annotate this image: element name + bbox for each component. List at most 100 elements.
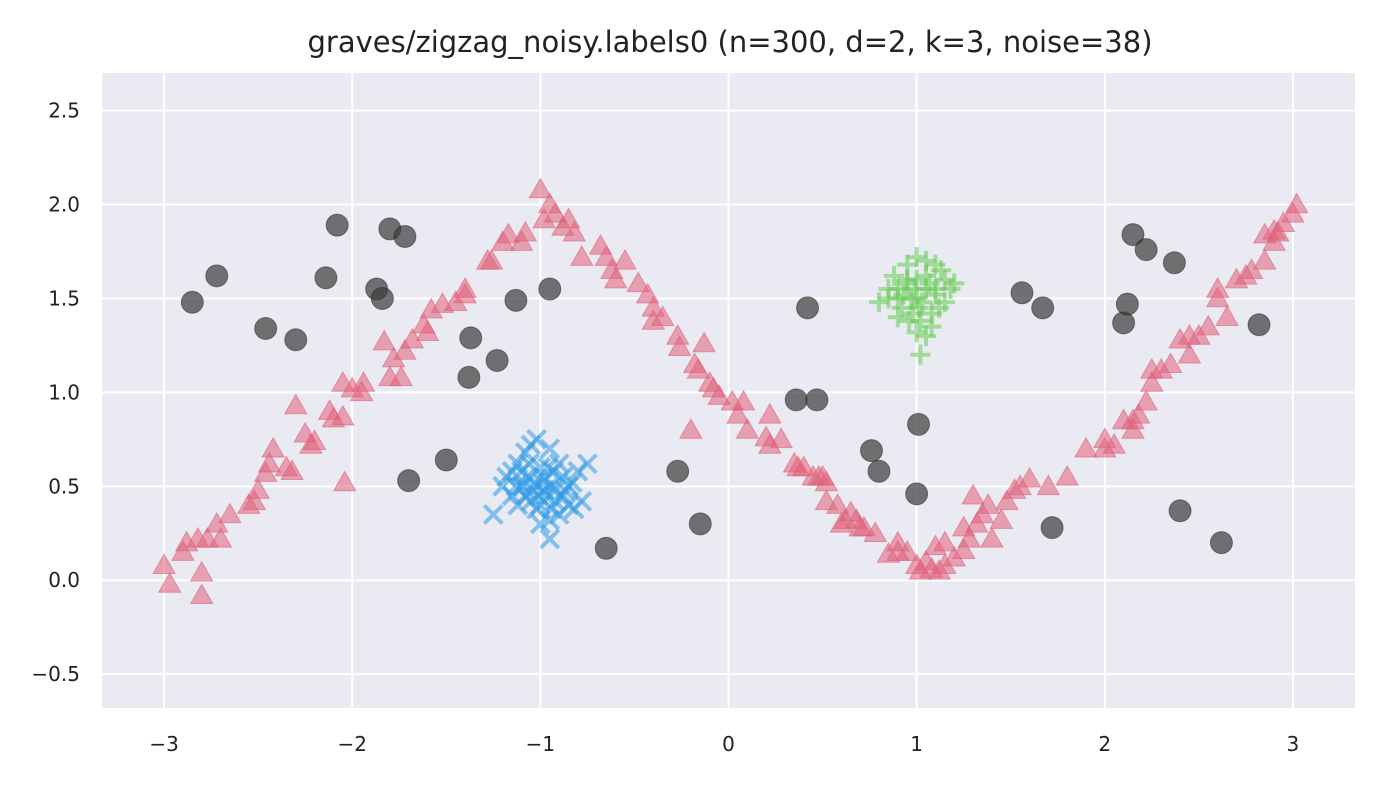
y-tick-label: 2.0 [48, 193, 80, 217]
data-point-circle [1121, 223, 1145, 247]
data-point-plus [897, 269, 918, 290]
x-tick-label: 2 [1098, 732, 1111, 756]
data-point-circle [434, 448, 458, 472]
data-point-circle [867, 459, 891, 483]
data-point-circle [504, 288, 528, 312]
data-point-triangle [603, 267, 628, 289]
data-point-triangle [415, 320, 440, 342]
data-point-triangle [791, 455, 816, 477]
data-point-triangle [218, 502, 242, 524]
data-point-circle [1031, 296, 1055, 320]
data-point-plus [878, 279, 899, 300]
data-point-x [561, 472, 583, 493]
data-point-triangle [686, 357, 711, 379]
data-point-circle [284, 328, 308, 352]
data-point-triangle [479, 248, 504, 270]
data-point-triangle [1036, 474, 1061, 496]
data-point-triangle [626, 271, 651, 293]
data-point-triangle [261, 436, 286, 458]
data-point-triangle [389, 365, 414, 387]
data-point-plus [884, 265, 905, 286]
data-point-triangle [613, 248, 637, 270]
data-point-triangle [393, 339, 417, 360]
y-tick-label: 0.0 [48, 568, 80, 592]
data-point-triangle [257, 451, 282, 473]
x-tick-label: 1 [910, 732, 923, 756]
data-point-circle [1010, 281, 1034, 305]
data-point-triangle [189, 583, 214, 605]
y-tick-label: 2.5 [48, 99, 80, 123]
data-point-triangle [923, 534, 948, 556]
data-point-circle [457, 365, 481, 389]
data-point-triangle [838, 500, 863, 522]
data-point-triangle [302, 429, 327, 450]
data-point-triangle [989, 508, 1014, 529]
data-point-circle [370, 286, 394, 310]
data-point-triangle [453, 282, 477, 304]
data-point-triangle [274, 455, 299, 477]
data-point-triangle [951, 538, 976, 559]
data-point-circle [459, 326, 483, 350]
data-point-triangle [735, 417, 760, 439]
data-point-triangle [332, 470, 357, 492]
data-point-circle [1162, 251, 1186, 275]
data-point-triangle [895, 540, 920, 561]
data-point-x [505, 475, 527, 497]
data-point-triangle [569, 245, 594, 266]
data-point-plus [887, 307, 908, 328]
data-point-circle [397, 469, 421, 493]
data-point-triangle [1055, 464, 1080, 486]
y-tick-label: 1.5 [48, 286, 80, 310]
data-point-triangle [283, 393, 308, 415]
data-point-triangle [496, 222, 521, 244]
data-point-triangle [769, 427, 794, 449]
data-point-triangle [543, 201, 568, 223]
data-point-plus [916, 326, 937, 347]
data-point-x [482, 504, 504, 525]
data-point-triangle [330, 404, 355, 426]
data-point-circle [393, 224, 417, 248]
data-point-circle [594, 536, 618, 560]
data-point-x [531, 472, 553, 493]
y-axis: −0.5 0.0 0.5 1.0 1.5 2.0 2.5 [31, 99, 80, 687]
data-point-circle [254, 317, 278, 341]
data-point-plus [906, 322, 927, 343]
data-point-circle [784, 388, 808, 412]
data-point-x [537, 457, 559, 478]
data-point-plus [906, 288, 927, 309]
data-point-triangle [1284, 192, 1309, 214]
data-point-plus [887, 288, 908, 309]
data-point-circle [180, 290, 204, 314]
data-point-circle [688, 512, 712, 536]
data-point-x [529, 513, 551, 535]
data-point-circle [1115, 292, 1139, 316]
data-point-triangle [825, 493, 850, 514]
data-point-triangle [1215, 305, 1239, 326]
data-point-triangle [349, 380, 374, 402]
data-point-circle [805, 388, 829, 412]
x-tick-label: −1 [526, 732, 555, 756]
data-point-triangle [1252, 248, 1277, 270]
data-point-circle [666, 459, 690, 483]
y-tick-label: 0.5 [48, 474, 80, 498]
data-point-triangle [1177, 342, 1202, 364]
data-point-circle [1209, 531, 1233, 555]
data-point-triangle [980, 526, 1004, 548]
data-point-triangle [1139, 370, 1164, 392]
data-point-plus [906, 247, 927, 268]
y-tick-label: 1.0 [48, 380, 80, 404]
data-point-triangle [1074, 436, 1098, 458]
data-point-circle [1168, 499, 1192, 523]
data-point-triangle [208, 526, 233, 548]
x-tick-label: 3 [1287, 732, 1300, 756]
data-point-triangle [1196, 314, 1221, 336]
data-point-triangle [1134, 389, 1159, 411]
data-point-triangle [707, 384, 731, 405]
data-point-x [539, 528, 561, 550]
data-point-x [518, 453, 540, 475]
data-point-plus [916, 265, 937, 286]
data-points [152, 177, 1309, 605]
x-tick-label: 0 [722, 732, 735, 756]
data-point-circle [314, 266, 338, 290]
